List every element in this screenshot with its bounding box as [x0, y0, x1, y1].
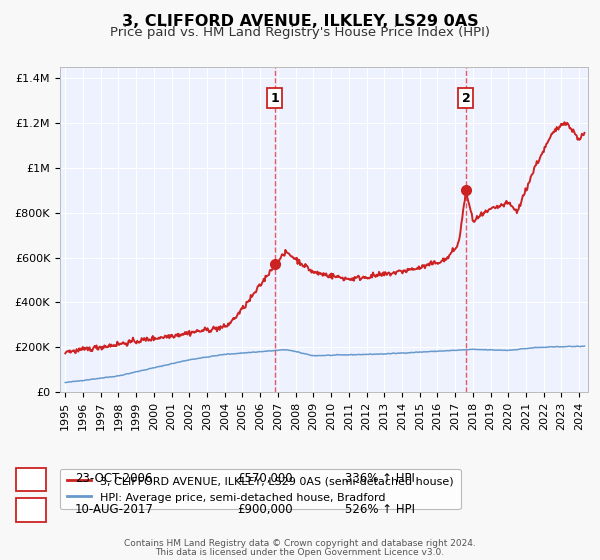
Text: This data is licensed under the Open Government Licence v3.0.: This data is licensed under the Open Gov… — [155, 548, 445, 557]
Legend: 3, CLIFFORD AVENUE, ILKLEY, LS29 0AS (semi-detached house), HPI: Average price, : 3, CLIFFORD AVENUE, ILKLEY, LS29 0AS (se… — [60, 469, 461, 510]
Text: 3, CLIFFORD AVENUE, ILKLEY, LS29 0AS: 3, CLIFFORD AVENUE, ILKLEY, LS29 0AS — [122, 14, 478, 29]
Text: Contains HM Land Registry data © Crown copyright and database right 2024.: Contains HM Land Registry data © Crown c… — [124, 539, 476, 548]
Text: 1: 1 — [29, 472, 37, 486]
Text: 336% ↑ HPI: 336% ↑ HPI — [345, 472, 415, 486]
Text: £900,000: £900,000 — [237, 503, 293, 516]
Text: 2: 2 — [461, 91, 470, 105]
Text: 1: 1 — [270, 91, 279, 105]
Text: Price paid vs. HM Land Registry's House Price Index (HPI): Price paid vs. HM Land Registry's House … — [110, 26, 490, 39]
Text: 23-OCT-2006: 23-OCT-2006 — [75, 472, 152, 486]
Text: 2: 2 — [29, 503, 37, 516]
Text: £570,000: £570,000 — [237, 472, 293, 486]
Text: 10-AUG-2017: 10-AUG-2017 — [75, 503, 154, 516]
Text: 526% ↑ HPI: 526% ↑ HPI — [345, 503, 415, 516]
